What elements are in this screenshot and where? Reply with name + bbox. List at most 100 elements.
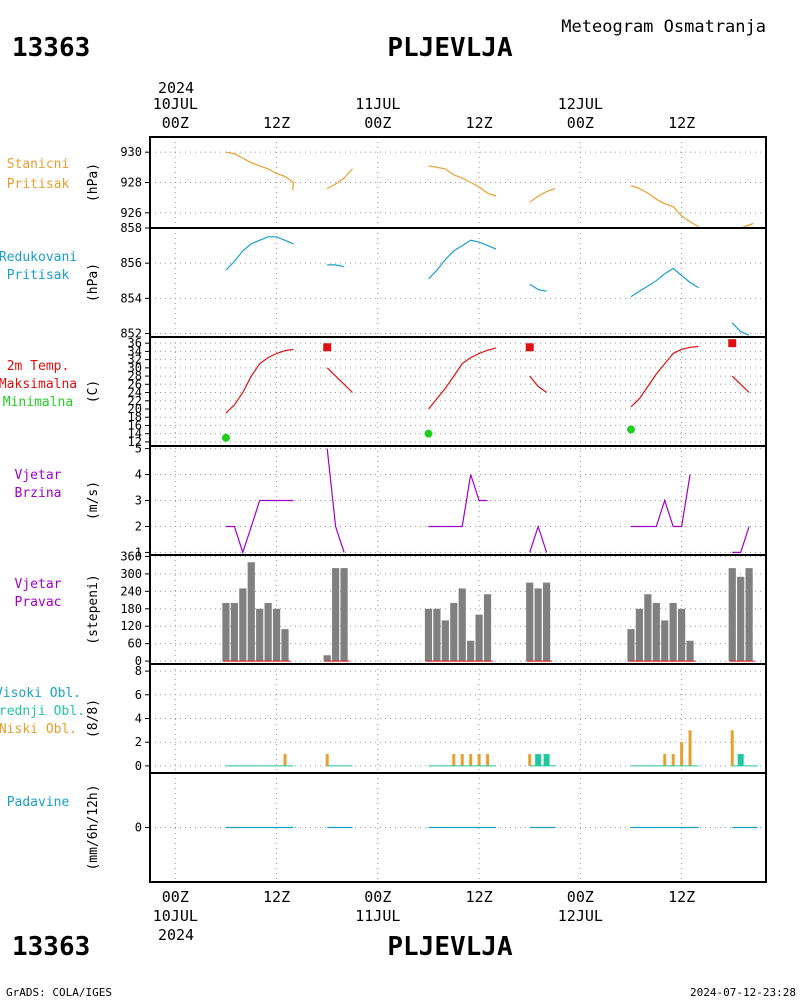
y-tick-label: 26	[128, 377, 142, 391]
wind-direction-bar	[635, 608, 644, 662]
time-label-bottom: 00Z	[567, 888, 594, 906]
wind-direction-bar	[340, 568, 348, 662]
low-cloud-bar	[477, 754, 481, 766]
time-label-top: 12Z	[263, 114, 290, 132]
time-label-top: 00Z	[364, 114, 391, 132]
low-cloud-bar	[528, 754, 532, 766]
y-tick-label: 22	[128, 394, 142, 408]
time-axis-group: 00Z10JUL00Z10JUL12Z12Z00Z11JUL00Z11JUL12…	[153, 95, 695, 925]
series-line-temperature	[529, 375, 547, 393]
station-name-top: PLJEVLJA	[387, 33, 513, 63]
wind-direction-bar	[458, 588, 466, 662]
panel-label: Visoki Obl.	[0, 686, 81, 701]
wind-direction-bar	[247, 562, 255, 662]
panel-unit-label: (hPa)	[86, 163, 101, 202]
wind-direction-bar	[264, 602, 272, 662]
y-tick-label: 928	[120, 176, 142, 190]
low-cloud-bar	[663, 754, 667, 766]
panel-label: Brzina	[15, 486, 62, 501]
y-tick-label: 34	[128, 344, 142, 358]
y-tick-label: 20	[128, 402, 142, 416]
y-tick-label: 360	[120, 549, 142, 563]
max-temp-marker	[323, 343, 332, 352]
wind-direction-bar	[230, 602, 238, 662]
y-tick-label: 2	[135, 519, 142, 533]
wind-direction-bar	[323, 655, 331, 662]
y-tick-label: 18	[128, 410, 142, 424]
panel-unit-label: (hPa)	[86, 263, 101, 302]
wind-direction-bar	[272, 608, 281, 662]
wind-direction-bar	[441, 620, 449, 662]
series-line-wind_speed	[732, 526, 750, 554]
panel-label: Pritisak	[7, 268, 70, 283]
mid-cloud-bar	[737, 754, 744, 766]
low-cloud-bar	[469, 754, 473, 766]
low-cloud-bar	[730, 730, 734, 766]
series-line-wind_speed	[326, 448, 345, 553]
time-label-top: 12Z	[668, 114, 695, 132]
date-label-top: 12JUL	[558, 95, 603, 113]
wind-direction-bar	[475, 614, 483, 662]
panel-reduced_pressure: 852 854 856 858 Redukovani Pritisak (hPa)	[0, 221, 767, 340]
panel-unit-label: (mm/6h/12h)	[86, 784, 101, 870]
time-label-bottom: 00Z	[364, 888, 391, 906]
station-name-bottom: PLJEVLJA	[387, 932, 513, 962]
low-cloud-bar	[688, 730, 692, 766]
y-tick-label: 5	[135, 442, 142, 456]
panel-unit-label: (C)	[86, 380, 101, 403]
time-label-bottom: 12Z	[263, 888, 290, 906]
wind-direction-bar	[526, 582, 534, 662]
series-line-station_pressure	[326, 168, 353, 190]
date-label-bottom: 11JUL	[355, 907, 400, 925]
wind-direction-bar	[728, 568, 736, 662]
panel-label: 2m Temp.	[7, 359, 70, 374]
panel-label: Srednji Obl.	[0, 704, 85, 719]
series-line-station_pressure	[428, 165, 497, 197]
wind-direction-bar	[737, 576, 745, 662]
panel-wind_speed: 1 2 3 4 5 Vjetar Brzina (m/s)	[15, 442, 767, 559]
time-label-bottom: 00Z	[162, 888, 189, 906]
series-line-wind_speed	[225, 499, 294, 555]
wind-direction-bar	[543, 582, 551, 662]
panel-wind_direction: 0 60 120 180 240 300 360 Vjetar Pravac (stepeni)	[15, 549, 767, 668]
series-line-reduced_pressure	[225, 236, 294, 271]
footer-credit: GrADS: COLA/IGES	[6, 986, 112, 999]
y-tick-label: 0	[135, 821, 142, 835]
panel-label: Minimalna	[3, 395, 73, 410]
y-tick-label: 180	[120, 602, 142, 616]
y-tick-label: 0	[135, 759, 142, 773]
min-temp-marker	[424, 429, 433, 438]
series-line-wind_speed	[428, 474, 488, 528]
y-tick-label: 858	[120, 221, 142, 235]
footer-timestamp: 2024-07-12-23:28	[690, 986, 796, 999]
y-tick-label: 4	[135, 712, 142, 726]
station-id-top: 13363	[12, 33, 90, 63]
date-label-top: 10JUL	[153, 95, 198, 113]
y-tick-label: 852	[120, 326, 142, 340]
y-tick-label: 2	[135, 735, 142, 749]
y-tick-label: 24	[128, 386, 142, 400]
wind-direction-bar	[467, 640, 475, 662]
date-label-bottom: 10JUL	[153, 907, 198, 925]
panel-unit-label: (stepeni)	[86, 574, 101, 644]
mid-cloud-bar	[535, 754, 542, 766]
low-cloud-bar	[486, 754, 490, 766]
series-line-reduced_pressure	[428, 239, 497, 280]
wind-direction-bar	[627, 629, 635, 662]
y-tick-label: 28	[128, 369, 142, 383]
wind-direction-bar	[424, 608, 433, 662]
wind-direction-bar	[332, 568, 340, 662]
series-line-temperature	[326, 367, 353, 393]
series-line-reduced_pressure	[327, 264, 345, 268]
time-label-top: 12Z	[466, 114, 493, 132]
low-cloud-bar	[671, 754, 675, 766]
panel-label: Niski Obl.	[0, 722, 77, 737]
y-tick-label: 14	[128, 427, 142, 441]
wind-direction-bar	[534, 588, 542, 662]
year-label-top: 2024	[158, 79, 194, 97]
low-cloud-bar	[325, 754, 329, 766]
y-tick-label: 926	[120, 206, 142, 220]
mid-cloud-bar	[543, 754, 550, 766]
